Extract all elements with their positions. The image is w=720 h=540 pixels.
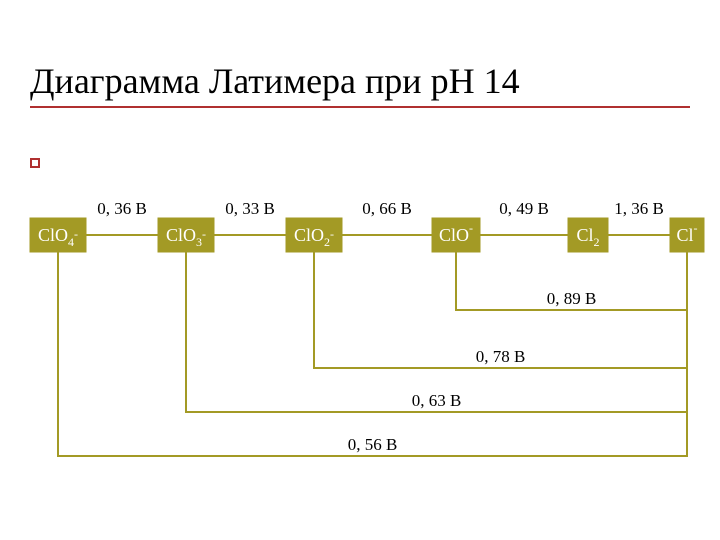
species-label-ClO: ClO- (439, 221, 473, 245)
edge-label-Cl2-Cl: 1, 36 В (614, 199, 664, 218)
bracket-label-ClO-Cl: 0, 89 В (547, 289, 597, 308)
edge-label-ClO4-ClO3: 0, 36 В (97, 199, 147, 218)
bracket-label-ClO2-Cl: 0, 78 В (476, 347, 526, 366)
bracket-label-ClO3-Cl: 0, 63 В (412, 391, 462, 410)
edge-label-ClO2-ClO: 0, 66 В (362, 199, 412, 218)
edge-label-ClO3-ClO2: 0, 33 В (225, 199, 275, 218)
bracket-ClO3-Cl (186, 252, 687, 412)
edge-label-ClO-Cl2: 0, 49 В (499, 199, 549, 218)
bracket-ClO4-Cl (58, 252, 687, 456)
bracket-label-ClO4-Cl: 0, 56 В (348, 435, 398, 454)
latimer-diagram: 0, 36 В 0, 33 В 0, 66 В 0, 49 В 1, 36 В 0, 8… (0, 0, 720, 540)
